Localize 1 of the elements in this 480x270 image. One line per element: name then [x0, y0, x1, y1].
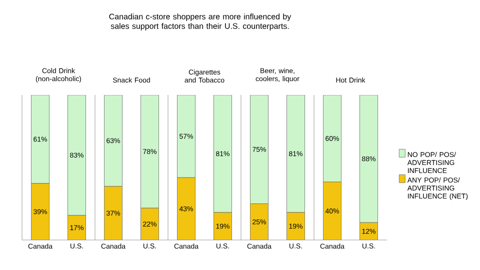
text: Canadian c-store shoppers are more influenced by sales support factors than their U.S. counterparts.: [109, 14, 292, 30]
